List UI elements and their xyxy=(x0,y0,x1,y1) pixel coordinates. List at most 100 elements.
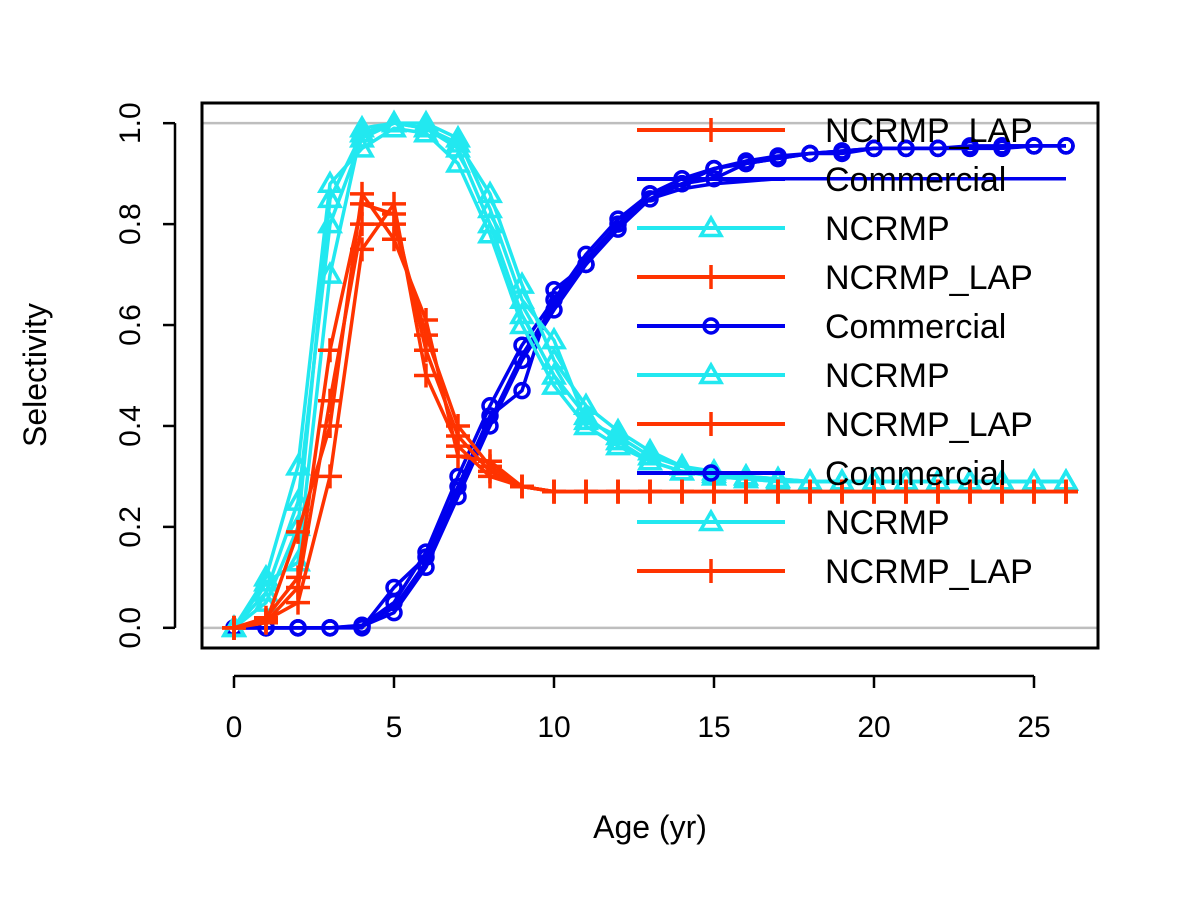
legend-marker xyxy=(699,265,723,289)
legend-marker xyxy=(702,464,720,482)
data-point xyxy=(862,479,886,504)
legend-marker xyxy=(699,118,723,142)
data-point xyxy=(638,479,662,504)
x-tick-label: 0 xyxy=(226,711,243,744)
series-line xyxy=(232,121,1066,629)
legend-entry: NCRMP_LAP xyxy=(637,406,1033,444)
data-point xyxy=(801,144,819,163)
legend-entry: NCRMP xyxy=(637,357,950,395)
x-tick-label: 10 xyxy=(537,711,570,744)
legend-marker xyxy=(699,412,723,436)
x-tick-label: 5 xyxy=(386,711,403,744)
data-point xyxy=(734,479,758,504)
data-point xyxy=(1022,479,1046,504)
data-point xyxy=(606,479,630,504)
data-point xyxy=(668,457,696,481)
data-point xyxy=(316,170,344,193)
legend-label: Commercial xyxy=(825,308,1006,346)
data-point xyxy=(766,479,790,504)
legend-label: NCRMP_LAP xyxy=(825,406,1033,444)
data-point xyxy=(286,575,310,600)
data-point xyxy=(702,479,726,504)
legend-marker xyxy=(702,317,720,335)
axes: 0 5 10 15 20 25 0.0 0.2 0.4 0.6 0.8 1.0 xyxy=(114,102,1051,744)
data-point xyxy=(865,139,883,158)
plot-frame xyxy=(200,101,1100,650)
data-point xyxy=(572,392,600,416)
data-point xyxy=(990,479,1014,504)
data-point xyxy=(414,323,438,348)
legend-entry: Commercial xyxy=(637,455,1006,493)
legend-label: NCRMP xyxy=(825,210,950,248)
data-point xyxy=(476,180,504,204)
data-point xyxy=(412,109,440,133)
legend-label: Commercial xyxy=(825,455,1006,493)
data-point xyxy=(513,381,531,400)
data-point xyxy=(769,149,787,168)
data-point xyxy=(284,488,312,511)
data-point xyxy=(318,388,342,413)
data-point xyxy=(412,114,440,138)
legend-entry: NCRMP_LAP xyxy=(637,112,1033,150)
series-layer xyxy=(220,109,1080,640)
data-point xyxy=(540,372,568,395)
data-point xyxy=(833,142,851,160)
data-point xyxy=(254,609,278,634)
legend-marker xyxy=(697,214,725,238)
data-point xyxy=(446,434,470,459)
y-tick-label: 0.6 xyxy=(114,304,147,346)
data-point xyxy=(350,191,374,216)
data-point xyxy=(958,479,982,504)
x-tick-label: 20 xyxy=(857,711,890,744)
legend-entry: NCRMP_LAP xyxy=(637,553,1033,591)
y-axis-label: Selectivity xyxy=(17,303,53,447)
data-point xyxy=(737,154,755,173)
legend-label: NCRMP_LAP xyxy=(825,553,1033,591)
data-point xyxy=(380,109,408,133)
data-point xyxy=(444,129,472,153)
series-commercial-3 xyxy=(234,176,1066,630)
data-point xyxy=(382,212,406,237)
data-point xyxy=(476,220,504,244)
legend-label: NCRMP xyxy=(825,357,950,395)
data-point xyxy=(926,479,950,504)
legend-entry: Commercial xyxy=(637,161,1006,199)
data-point xyxy=(252,578,280,602)
data-point xyxy=(993,137,1011,155)
series-ncrmp_lap-11 xyxy=(222,212,1078,640)
data-point xyxy=(798,479,822,504)
data-point xyxy=(508,271,536,294)
data-point xyxy=(897,139,915,158)
legend-entry: NCRMP xyxy=(637,504,950,542)
data-point xyxy=(414,363,438,388)
data-point xyxy=(510,474,534,499)
legend-entry: NCRMP_LAP xyxy=(637,259,1033,297)
data-point xyxy=(446,413,470,438)
data-point xyxy=(540,346,568,370)
data-point xyxy=(705,159,723,178)
legend-label: NCRMP_LAP xyxy=(825,259,1033,297)
data-point xyxy=(348,124,376,148)
data-point xyxy=(1054,479,1078,504)
legend-marker xyxy=(697,361,725,385)
data-point xyxy=(673,174,691,193)
y-tick-label: 0.2 xyxy=(114,506,147,548)
data-point xyxy=(574,479,598,504)
data-point xyxy=(222,615,246,640)
data-point xyxy=(929,139,947,158)
data-point xyxy=(318,464,342,489)
legend-marker xyxy=(699,559,723,583)
data-point xyxy=(350,237,374,262)
data-point xyxy=(670,479,694,504)
data-point xyxy=(604,432,632,456)
data-point xyxy=(830,479,854,504)
data-point xyxy=(641,190,659,208)
x-tick-label: 15 xyxy=(697,711,730,744)
y-tick-label: 0.4 xyxy=(114,405,147,447)
legend: NCRMP_LAP Commercial NCRMP NCRMP_LAP Commerc… xyxy=(637,112,1033,591)
data-point xyxy=(478,454,502,479)
y-tick-label: 0.0 xyxy=(114,607,147,649)
legend-label: Commercial xyxy=(825,161,1006,199)
data-point xyxy=(316,185,344,209)
